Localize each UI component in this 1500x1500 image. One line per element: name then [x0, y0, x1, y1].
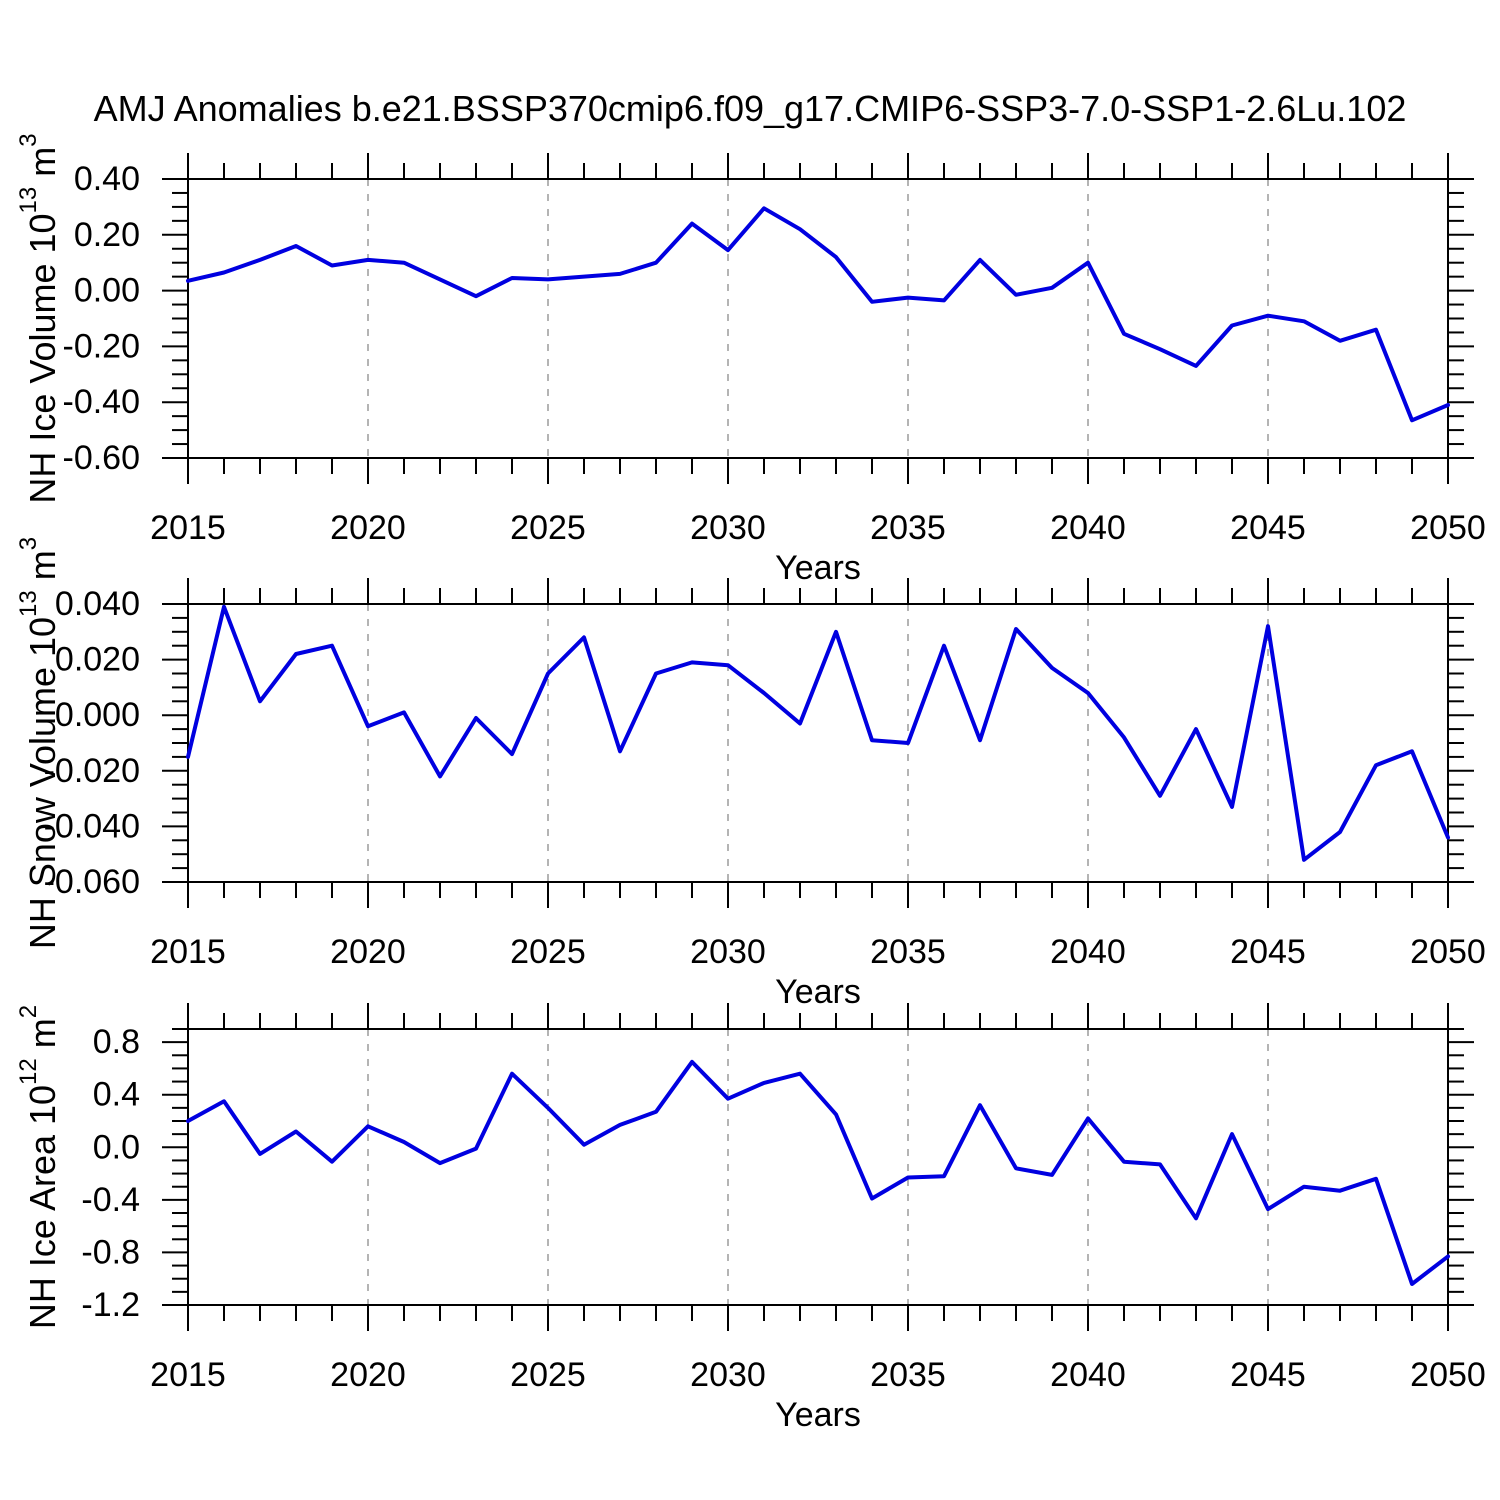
- x-tick-label: 2020: [330, 1356, 406, 1394]
- x-tick-label: 2030: [690, 1356, 766, 1394]
- series-line: [186, 206, 1450, 423]
- x-axis-title: Years: [775, 973, 861, 1011]
- x-tick-label: 2040: [1050, 509, 1126, 547]
- y-tick-label: -0.060: [44, 863, 140, 901]
- y-tick-label: -0.20: [63, 327, 141, 365]
- y-tick-label: 0.00: [74, 272, 140, 310]
- y-tick-label: -0.60: [63, 439, 141, 477]
- chart-nh-snow-volume: 2015 2020 2025 2030 2035 2040 2045 2050 Years 0.0…: [15, 537, 1486, 1011]
- x-tick-label: 2045: [1230, 1356, 1306, 1394]
- y-tick-label: 0.20: [74, 216, 140, 254]
- y-tick-label: 0.000: [55, 696, 140, 734]
- y-axis-title-sup: 13: [15, 590, 42, 617]
- y-tick-label: 0.4: [93, 1076, 140, 1114]
- y-tick-label: 0.020: [55, 641, 140, 679]
- x-tick-label: 2030: [690, 509, 766, 547]
- y-axis-title-sup: 13: [15, 187, 42, 214]
- x-tick-label: 2015: [150, 509, 226, 547]
- x-tick-label: 2030: [690, 933, 766, 971]
- y-axis-title-part: m: [22, 147, 63, 187]
- x-tick-label: 2040: [1050, 933, 1126, 971]
- plot-border: [187, 1028, 1449, 1306]
- series-line: [186, 604, 1450, 862]
- y-axis-title: NH Ice Area 1012 m2: [15, 1005, 63, 1329]
- figure-title: AMJ Anomalies b.e21.BSSP370cmip6.f09_g17…: [93, 88, 1407, 129]
- chart-nh-ice-volume: 2015 2020 2025 2030 2035 2040 2045 2050 Years 0.4…: [15, 133, 1486, 587]
- y-axis-title-sup: 3: [15, 133, 42, 146]
- y-tick-label: -0.40: [63, 383, 141, 421]
- y-tick-label: -0.040: [44, 807, 140, 845]
- y-axis-title-part: NH Ice Volume 10: [22, 213, 63, 503]
- x-axis-title: Years: [775, 549, 861, 587]
- y-tick-label: 0.40: [74, 160, 140, 198]
- x-tick-label: 2015: [150, 933, 226, 971]
- series-line: [186, 1059, 1450, 1286]
- x-tick-label: 2045: [1230, 933, 1306, 971]
- plot-border: [187, 178, 1449, 459]
- y-tick-label: -0.020: [44, 752, 140, 790]
- y-axis-title-part: m: [22, 550, 63, 590]
- x-tick-label: 2025: [510, 509, 586, 547]
- x-axis-title: Years: [775, 1396, 861, 1434]
- plot-border: [187, 603, 1449, 883]
- x-tick-label: 2020: [330, 509, 406, 547]
- x-tick-label: 2040: [1050, 1356, 1126, 1394]
- y-axis-title: NH Ice Volume 1013 m3: [15, 133, 63, 503]
- y-tick-label: 0.040: [55, 585, 140, 623]
- x-tick-label: 2035: [870, 1356, 946, 1394]
- y-axis-title: NH Snow Volume 1013 m3: [15, 537, 63, 949]
- y-axis-title-sup: 3: [15, 537, 42, 550]
- x-tick-label: 2035: [870, 933, 946, 971]
- y-axis-title-part: NH Ice Area 10: [22, 1085, 63, 1329]
- x-tick-label: 2050: [1410, 1356, 1486, 1394]
- x-tick-label: 2025: [510, 933, 586, 971]
- x-tick-label: 2035: [870, 509, 946, 547]
- y-tick-label: -0.8: [81, 1233, 140, 1271]
- y-tick-label: -0.4: [81, 1181, 140, 1219]
- y-axis-title-part: NH Snow Volume 10: [22, 617, 63, 949]
- x-tick-label: 2020: [330, 933, 406, 971]
- y-tick-label: -1.2: [81, 1286, 140, 1324]
- y-axis-title-sup: 12: [15, 1058, 42, 1085]
- x-tick-label: 2015: [150, 1356, 226, 1394]
- y-tick-label: 0.0: [93, 1128, 140, 1166]
- x-tick-label: 2025: [510, 1356, 586, 1394]
- y-axis-title-part: m: [22, 1018, 63, 1058]
- y-tick-label: 0.8: [93, 1023, 140, 1061]
- y-axis-title-sup: 2: [15, 1005, 42, 1018]
- x-tick-label: 2050: [1410, 509, 1486, 547]
- chart-nh-ice-area: 2015 2020 2025 2030 2035 2040 2045 2050 Years 0.8…: [15, 1003, 1486, 1434]
- x-tick-label: 2045: [1230, 509, 1306, 547]
- x-tick-label: 2050: [1410, 933, 1486, 971]
